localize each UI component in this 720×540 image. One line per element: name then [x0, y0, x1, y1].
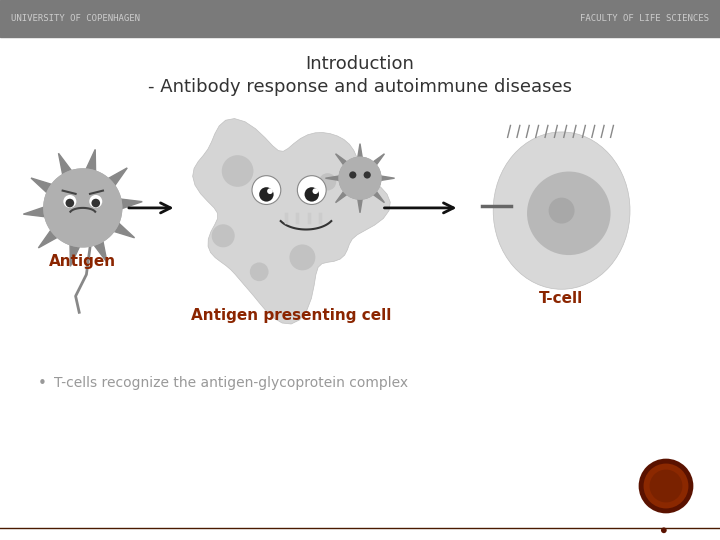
- Ellipse shape: [66, 199, 74, 207]
- Ellipse shape: [43, 168, 122, 247]
- Polygon shape: [115, 198, 143, 211]
- Ellipse shape: [644, 463, 688, 509]
- Ellipse shape: [349, 171, 356, 179]
- Text: T-cells recognize the antigen-glycoprotein complex: T-cells recognize the antigen-glycoprote…: [54, 376, 408, 390]
- Text: UNIVERSITY OF COPENHAGEN: UNIVERSITY OF COPENHAGEN: [11, 14, 140, 23]
- Polygon shape: [109, 219, 135, 238]
- Ellipse shape: [493, 132, 630, 289]
- Polygon shape: [38, 226, 62, 248]
- Ellipse shape: [212, 224, 235, 247]
- Polygon shape: [371, 154, 384, 167]
- Polygon shape: [378, 176, 395, 181]
- Ellipse shape: [43, 168, 122, 247]
- Ellipse shape: [364, 171, 371, 179]
- Polygon shape: [104, 168, 127, 190]
- Text: Introduction: Introduction: [305, 55, 415, 73]
- Ellipse shape: [89, 195, 102, 208]
- Text: FACULTY OF LIFE SCIENCES: FACULTY OF LIFE SCIENCES: [580, 14, 709, 23]
- Ellipse shape: [297, 176, 326, 205]
- Polygon shape: [336, 189, 349, 202]
- Ellipse shape: [222, 155, 253, 187]
- Ellipse shape: [661, 528, 667, 533]
- Ellipse shape: [319, 173, 336, 191]
- Ellipse shape: [63, 195, 76, 208]
- Text: T-cell: T-cell: [539, 291, 582, 306]
- Ellipse shape: [305, 187, 319, 201]
- Polygon shape: [31, 178, 57, 197]
- Ellipse shape: [338, 157, 382, 200]
- Ellipse shape: [549, 198, 575, 224]
- Ellipse shape: [289, 245, 315, 271]
- Polygon shape: [336, 154, 349, 167]
- Ellipse shape: [312, 188, 318, 194]
- Polygon shape: [193, 119, 390, 324]
- Ellipse shape: [259, 187, 274, 201]
- Polygon shape: [70, 239, 82, 266]
- Polygon shape: [325, 176, 342, 181]
- Polygon shape: [58, 153, 75, 180]
- Polygon shape: [357, 144, 363, 160]
- Text: •: •: [37, 376, 46, 391]
- Polygon shape: [91, 236, 107, 262]
- Ellipse shape: [338, 157, 382, 200]
- Polygon shape: [84, 150, 96, 177]
- Polygon shape: [357, 196, 363, 213]
- Ellipse shape: [657, 496, 671, 510]
- Ellipse shape: [91, 199, 100, 207]
- Text: Antigen presenting cell: Antigen presenting cell: [191, 308, 391, 323]
- Ellipse shape: [250, 262, 269, 281]
- Ellipse shape: [527, 172, 611, 255]
- Text: Antigen: Antigen: [49, 254, 116, 269]
- Text: - Antibody response and autoimmune diseases: - Antibody response and autoimmune disea…: [148, 78, 572, 97]
- Ellipse shape: [267, 188, 273, 194]
- Ellipse shape: [639, 458, 693, 514]
- Polygon shape: [371, 189, 384, 202]
- Ellipse shape: [649, 470, 683, 502]
- Polygon shape: [23, 205, 50, 218]
- Ellipse shape: [252, 176, 281, 205]
- Bar: [0, 0, 720, 37]
